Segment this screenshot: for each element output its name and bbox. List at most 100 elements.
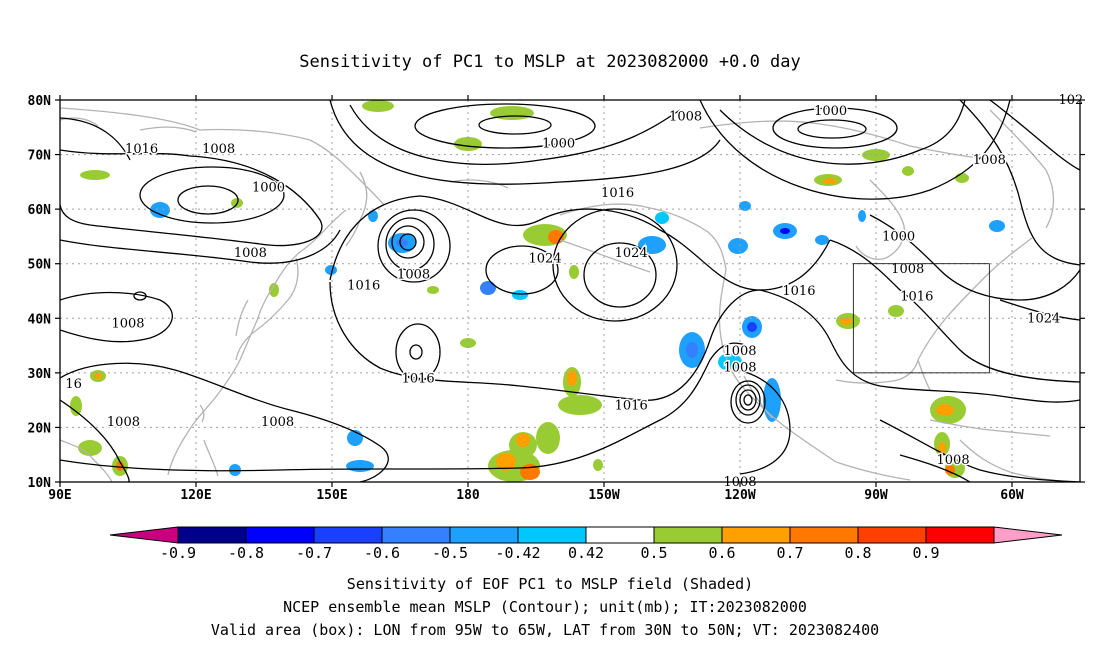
lon-label: 60W — [1000, 488, 1024, 503]
shade-negative — [229, 464, 241, 476]
colorbar-low-end — [109, 526, 179, 544]
shade-positive — [490, 106, 534, 120]
colorbar-label: -0.7 — [296, 544, 332, 562]
coast-korea — [235, 299, 249, 337]
contour-label: 1008 — [891, 262, 924, 277]
contour-label: 1016 — [900, 289, 933, 304]
contour-low-center — [177, 185, 239, 215]
colorbar-swatch — [245, 526, 315, 544]
colorbar-swatch — [721, 526, 791, 544]
coast-asia-north — [60, 107, 385, 206]
lon-label: 150E — [316, 488, 347, 503]
coast-japan — [235, 257, 299, 361]
contour-label: 1024 — [1027, 311, 1060, 326]
contour-1024 — [989, 100, 1080, 321]
coast-florida — [917, 359, 931, 391]
caption-line-1: Sensitivity of EOF PC1 to MSLP field (Sh… — [347, 575, 753, 593]
shade-positive — [496, 453, 516, 471]
contour-low-center — [478, 115, 552, 135]
shade-negative — [686, 342, 698, 358]
shade-negative — [763, 378, 781, 422]
colorbar-swatch — [925, 526, 995, 544]
chart-title: Sensitivity of PC1 to MSLP at 2023082000… — [299, 52, 801, 72]
contour-label: 1008 — [234, 246, 267, 261]
map-frame — [59, 99, 1081, 483]
coast-greenland — [989, 109, 1055, 229]
coastlines — [60, 107, 1071, 482]
coast-alaska — [559, 203, 727, 271]
contour-1008 — [377, 209, 451, 283]
shade-positive — [567, 370, 577, 386]
contour-hurricane — [735, 384, 761, 416]
contour-label: 1000 — [252, 180, 285, 195]
coast-novaya — [60, 117, 99, 127]
colorbar-label: -0.42 — [495, 544, 540, 562]
contour-label: 1008 — [669, 109, 702, 124]
contour-hurricane — [730, 380, 766, 424]
colorbar-label: 0.5 — [640, 544, 667, 562]
contour-1000 — [414, 103, 596, 149]
contour-1008 — [869, 214, 1080, 301]
shade-negative — [638, 236, 666, 254]
shade-positive — [955, 173, 969, 183]
shade-negative — [655, 212, 669, 224]
shade-positive — [536, 422, 560, 454]
contour-1008 — [60, 342, 746, 472]
contour-1016 — [60, 117, 341, 264]
contour-1016 — [329, 100, 721, 185]
contour-label: 1016 — [782, 284, 815, 299]
shade-negative — [739, 201, 751, 211]
shade-positive — [823, 178, 837, 184]
contour-1016 — [959, 100, 1080, 266]
contour-1016 — [759, 289, 1080, 403]
contour-1000 — [391, 225, 425, 259]
colorbar-swatch — [585, 526, 655, 544]
contour-1000 — [139, 166, 285, 224]
coast-south-america — [959, 439, 1071, 482]
contour-label: 1024 — [615, 246, 648, 261]
contour-label: 1000 — [814, 104, 847, 119]
contour-label: 1008 — [107, 415, 140, 430]
shade-negative — [989, 220, 1005, 232]
shade-negative — [480, 281, 496, 295]
coast-na-east — [917, 237, 1033, 361]
shade-positive — [569, 265, 579, 279]
colorbar-label: 0.8 — [844, 544, 871, 562]
caption-line-3: Valid area (box): LON from 95W to 65W, L… — [211, 621, 879, 639]
coast-asia-east — [167, 209, 347, 476]
coast-gulf — [835, 359, 919, 384]
colorbar-label: 0.9 — [912, 544, 939, 562]
colorbar-swatch — [449, 526, 519, 544]
contour-1008 — [349, 104, 681, 165]
contour-1024 — [485, 245, 559, 295]
contour-1008 — [719, 100, 966, 165]
contour-label: 1000 — [542, 137, 575, 152]
shade-positive — [558, 395, 602, 415]
lat-label: 70N — [28, 149, 52, 164]
shade-negative — [728, 238, 748, 254]
contour-1008 — [879, 419, 1080, 482]
shade-positive — [427, 286, 439, 294]
contour-1008 — [899, 454, 971, 482]
colorbar-swatch — [313, 526, 383, 544]
shade-positive — [516, 433, 530, 447]
shade-negative — [150, 202, 170, 218]
coast-siberia-islands — [139, 126, 197, 133]
shade-negative — [512, 290, 528, 300]
contour-label: 1016 — [615, 399, 648, 414]
shade-positive — [94, 373, 102, 379]
contour-label: 1008 — [973, 153, 1006, 168]
coast-aleutians — [559, 239, 651, 273]
shade-positive — [902, 166, 914, 176]
shade-positive — [840, 317, 852, 325]
contour-1024 — [552, 208, 678, 322]
coast-baja — [743, 375, 773, 419]
contour-1016 — [329, 281, 761, 401]
colorbar-high-end — [993, 526, 1063, 544]
caption-line-2: NCEP ensemble mean MSLP (Contour); unit(… — [283, 598, 807, 616]
contour-1016 — [699, 100, 1011, 200]
colorbar-swatch — [653, 526, 723, 544]
contour-label: 1000 — [882, 229, 915, 244]
